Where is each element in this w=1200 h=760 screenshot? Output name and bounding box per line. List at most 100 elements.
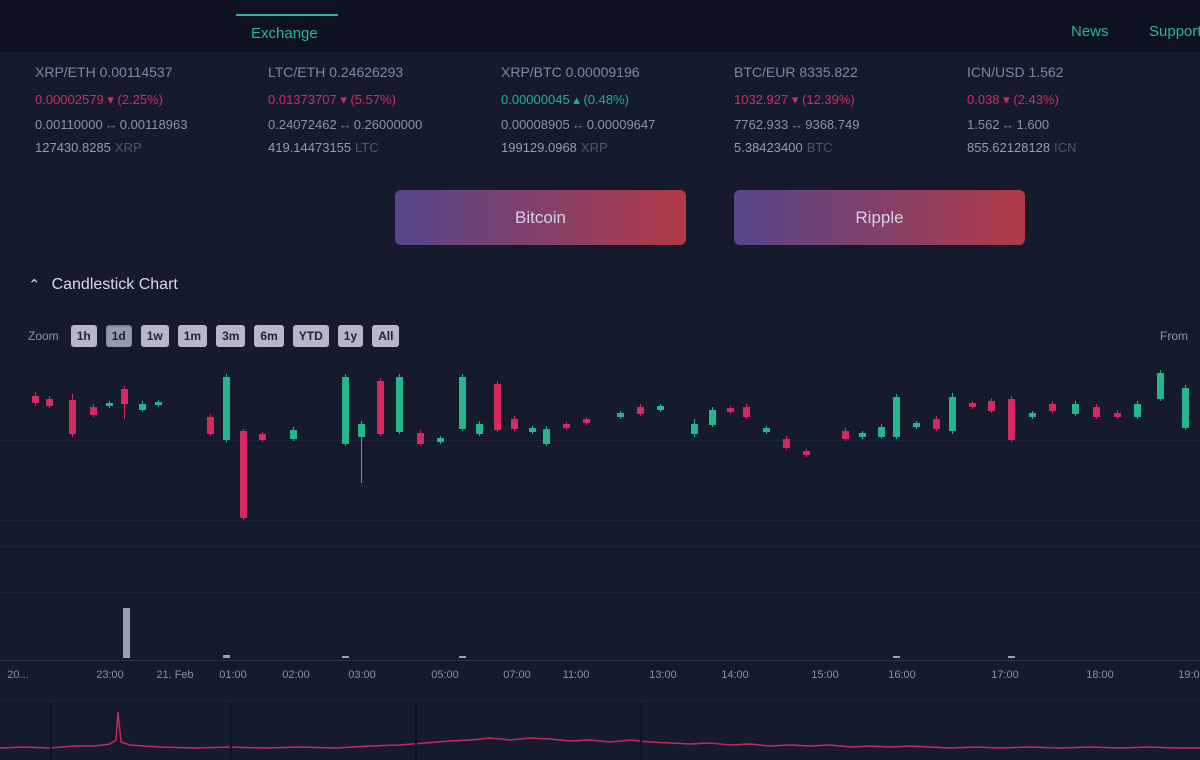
navigator-gridline — [230, 702, 232, 760]
candle-body — [207, 417, 214, 434]
ticker-xrp-eth[interactable]: XRP/ETH 0.00114537 0.00002579 ▾ (2.25%) … — [35, 64, 268, 155]
candle-body — [617, 413, 624, 417]
candle-body — [476, 424, 483, 434]
zoom-button-1m[interactable]: 1m — [177, 325, 208, 347]
candle-body — [377, 381, 384, 434]
ticker-volume: 127430.8285 XRP — [35, 140, 142, 155]
navigator-gridline — [415, 702, 417, 760]
candle-body — [139, 404, 146, 410]
ticker-xrp-btc[interactable]: XRP/BTC 0.00009196 0.00000045 ▴ (0.48%) … — [501, 64, 734, 155]
ticker-pair-price: ICN/USD 1.562 — [967, 64, 1064, 80]
ticker-ltc-eth[interactable]: LTC/ETH 0.24626293 0.01373707 ▾ (5.57%) … — [268, 64, 501, 155]
ticker-volume: 199129.0968 XRP — [501, 140, 608, 155]
navigator-top-line — [0, 700, 1200, 701]
ticker-change: 0.00000045 ▴ (0.48%) — [501, 92, 629, 107]
zoom-button-1h[interactable]: 1h — [70, 325, 97, 347]
candle-body — [988, 401, 995, 411]
candle-body — [459, 377, 466, 429]
zoom-button-1y[interactable]: 1y — [337, 325, 364, 347]
zoom-button-ytd[interactable]: YTD — [292, 325, 329, 347]
x-axis-label: 23:00 — [96, 669, 124, 681]
x-axis-label: 15:00 — [811, 669, 839, 681]
candle-body — [290, 430, 297, 439]
top-nav-bar: Exchange News Support — [0, 0, 1200, 52]
gridline — [0, 520, 1200, 521]
candle-body — [1029, 413, 1036, 417]
x-axis-label: 18:00 — [1086, 669, 1114, 681]
zoom-button-6m[interactable]: 6m — [254, 325, 284, 347]
x-axis-label: 01:00 — [219, 669, 247, 681]
candle-body — [1049, 404, 1056, 411]
range-arrow-icon: ↔ — [1001, 117, 1015, 132]
bitcoin-button[interactable]: Bitcoin — [395, 190, 686, 245]
ticker-icn-usd[interactable]: ICN/USD 1.562 0.038 ▾ (2.43%) 1.562 ↔ 1.60… — [967, 64, 1200, 155]
x-axis-line — [0, 660, 1200, 661]
x-axis-label: 20... — [7, 669, 29, 681]
ticker-volume: 855.62128128 ICN — [967, 140, 1077, 155]
zoom-button-1w[interactable]: 1w — [140, 325, 169, 347]
volume-bar — [342, 656, 349, 658]
active-tab-indicator — [236, 14, 338, 16]
candle-body — [511, 419, 518, 429]
candle-body — [859, 433, 866, 437]
candle-body — [437, 438, 444, 442]
zoom-button-1d[interactable]: 1d — [105, 325, 132, 347]
x-axis-label: 07:00 — [503, 669, 531, 681]
gridline — [0, 440, 1200, 441]
ticker-range: 7762.933 ↔ 9368.749 — [734, 117, 860, 132]
nav-link-support[interactable]: Support — [1149, 23, 1200, 40]
candle-body — [842, 431, 849, 439]
ripple-button[interactable]: Ripple — [734, 190, 1025, 245]
volume-bar — [1008, 656, 1015, 658]
candle-body — [529, 428, 536, 432]
candle-body — [494, 384, 501, 430]
candle-body — [563, 424, 570, 428]
candle-body — [1134, 404, 1141, 417]
navigator[interactable] — [0, 702, 1200, 760]
collapse-chevron-icon[interactable]: ⌃ — [28, 276, 41, 294]
candle-body — [1114, 413, 1121, 417]
range-arrow-icon: ↔ — [338, 117, 352, 132]
candle-body — [417, 433, 424, 444]
zoom-label: Zoom — [28, 329, 59, 343]
change-arrow-icon: ▴ — [573, 92, 580, 107]
x-axis-label: 21. Feb — [156, 669, 194, 681]
candle-body — [155, 402, 162, 405]
candle-body — [223, 377, 230, 440]
candle-body — [259, 434, 266, 440]
volume-bar — [893, 656, 900, 658]
candle-body — [709, 410, 716, 425]
candle-body — [637, 407, 644, 414]
candle-body — [543, 429, 550, 444]
ticker-change: 1032.927 ▾ (12.39%) — [734, 92, 855, 107]
candlestick-section-header: ⌃ Candlestick Chart — [28, 276, 178, 294]
change-arrow-icon: ▾ — [791, 92, 799, 107]
ticker-range: 1.562 ↔ 1.600 — [967, 117, 1050, 132]
navigator-series-line — [0, 711, 1200, 749]
x-axis-label: 14:00 — [721, 669, 749, 681]
from-date-label: From — [1160, 329, 1188, 343]
candle-body — [1072, 404, 1079, 414]
candle-body — [949, 397, 956, 431]
ticker-volume: 5.38423400 BTC — [734, 140, 833, 155]
ticker-range: 0.00110000 ↔ 0.00118963 — [35, 117, 188, 132]
gridline — [0, 546, 1200, 547]
x-axis-label: 17:00 — [991, 669, 1019, 681]
tab-exchange[interactable]: Exchange — [251, 25, 318, 42]
ticker-pair-price: BTC/EUR 8335.822 — [734, 64, 858, 80]
range-arrow-icon: ↔ — [790, 117, 804, 132]
candle-body — [583, 419, 590, 423]
candle-body — [743, 407, 750, 417]
candle-body — [1157, 373, 1164, 399]
ticker-btc-eur[interactable]: BTC/EUR 8335.822 1032.927 ▾ (12.39%) 776… — [734, 64, 967, 155]
candle-body — [691, 424, 698, 434]
candle-body — [878, 427, 885, 437]
x-axis-label: 11:00 — [562, 669, 590, 681]
navigator-gridline — [50, 702, 52, 760]
candle-body — [1182, 388, 1189, 428]
zoom-button-all[interactable]: All — [372, 325, 400, 347]
nav-link-news[interactable]: News — [1071, 23, 1109, 40]
x-axis-label: 16:00 — [888, 669, 916, 681]
zoom-button-3m[interactable]: 3m — [216, 325, 246, 347]
